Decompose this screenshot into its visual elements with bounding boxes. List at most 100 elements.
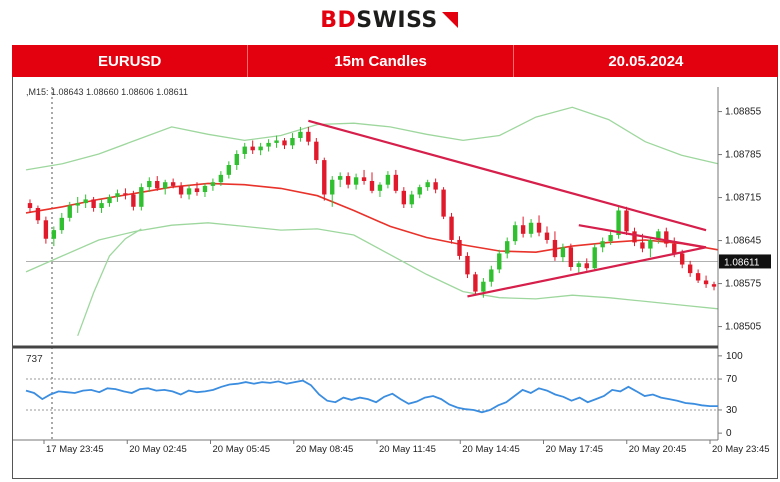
bearish-candle xyxy=(624,206,629,236)
price-tick-label: 1.08715 xyxy=(725,193,762,204)
time-tick-label: 20 May 20:45 xyxy=(629,444,687,455)
price-tick-label: 1.08645 xyxy=(725,236,762,247)
bullish-candle xyxy=(616,206,621,239)
candle-body xyxy=(433,182,438,190)
candle-body xyxy=(139,187,144,207)
bullish-candle xyxy=(377,182,383,197)
bearish-candle xyxy=(123,188,128,200)
bearish-candle xyxy=(155,176,160,191)
candle-body xyxy=(361,177,367,181)
candle-body xyxy=(608,235,613,242)
bearish-candle xyxy=(568,243,574,271)
bearish-candle xyxy=(314,137,319,164)
bearish-candle xyxy=(632,227,637,247)
chart-frame xyxy=(12,77,778,479)
candle-body xyxy=(377,184,383,191)
bullish-candle xyxy=(83,194,88,209)
bearish-candle xyxy=(695,269,701,283)
bullish-candle xyxy=(75,196,80,213)
candle-body xyxy=(497,253,502,270)
candle-body xyxy=(242,146,247,154)
bullish-candle xyxy=(234,150,239,170)
brand-logo: BD SWISS xyxy=(0,6,780,34)
candle-body xyxy=(123,193,128,195)
candle-body xyxy=(314,141,319,161)
trendline xyxy=(578,224,707,249)
candle-body xyxy=(298,131,303,138)
bearish-candle xyxy=(393,169,399,194)
candle-body xyxy=(131,194,136,207)
bullish-candle xyxy=(266,139,271,152)
candle-body xyxy=(489,269,494,282)
bearish-candle xyxy=(433,178,438,194)
bullish-candle xyxy=(115,189,120,202)
bearish-candle xyxy=(584,258,589,271)
candle-body xyxy=(75,203,80,206)
candle-body xyxy=(449,216,454,240)
bearish-candle xyxy=(170,178,176,189)
bearish-candle xyxy=(465,252,470,279)
bullish-candle xyxy=(51,226,57,247)
bullish-candle xyxy=(218,171,224,186)
candle-body xyxy=(306,131,311,142)
time-tick-label: 20 May 17:45 xyxy=(546,444,604,455)
bearish-candle xyxy=(457,236,462,260)
trendline xyxy=(308,119,707,232)
candle-body xyxy=(202,185,208,193)
bearish-candle xyxy=(552,231,558,261)
chart-header-bar: EURUSD 15m Candles 20.05.2024 xyxy=(12,45,778,77)
candle-body xyxy=(711,284,717,287)
bullish-candle xyxy=(107,194,112,207)
bullish-candle xyxy=(592,243,597,271)
candle-body xyxy=(528,222,534,234)
bullish-candle xyxy=(528,219,534,238)
bearish-candle xyxy=(473,271,478,296)
candle-body xyxy=(505,241,510,254)
osc-label: 737 xyxy=(26,354,43,365)
candle-body xyxy=(163,182,168,189)
brand-bd: BD xyxy=(320,7,357,33)
bullish-candle xyxy=(139,183,144,211)
bullish-candle xyxy=(409,190,414,209)
header-date: 20.05.2024 xyxy=(608,52,684,70)
candle-body xyxy=(695,273,701,281)
candle-body xyxy=(640,242,645,249)
bullish-candle xyxy=(481,278,486,298)
bullish-candle xyxy=(600,237,605,253)
bearish-candle xyxy=(194,182,200,196)
bullish-candle xyxy=(330,176,335,207)
bullish-candle xyxy=(290,133,295,150)
bearish-candle xyxy=(401,187,407,209)
bearish-candle xyxy=(91,196,96,212)
bullish-candle xyxy=(242,142,247,159)
bearish-candle xyxy=(131,190,136,211)
bullish-candle xyxy=(648,237,653,258)
candle-body xyxy=(664,231,669,244)
candle-body xyxy=(512,225,518,242)
bearish-candle xyxy=(43,216,49,244)
bullish-candle xyxy=(274,135,279,148)
candle-body xyxy=(218,174,224,183)
candle-body xyxy=(687,264,693,274)
bullish-candle xyxy=(417,184,422,199)
bearish-candle xyxy=(536,215,542,237)
bullish-candle xyxy=(560,243,566,263)
candle-body xyxy=(417,187,422,195)
candle-body xyxy=(552,239,558,258)
candle-body xyxy=(99,203,104,209)
candle-body xyxy=(624,210,629,232)
candle-body xyxy=(520,225,526,234)
price-tick-label: 1.08785 xyxy=(725,150,762,161)
candle-body xyxy=(441,189,446,217)
bearish-candle xyxy=(282,137,287,150)
candle-body xyxy=(234,153,239,166)
bearish-candle xyxy=(306,126,311,146)
candle-body xyxy=(648,239,653,249)
candle-body xyxy=(465,255,470,275)
time-tick-label: 20 May 14:45 xyxy=(462,444,520,455)
candle-body xyxy=(385,174,391,185)
candle-body xyxy=(568,247,574,267)
osc-tick-label: 70 xyxy=(726,374,738,385)
candle-body xyxy=(43,220,49,239)
